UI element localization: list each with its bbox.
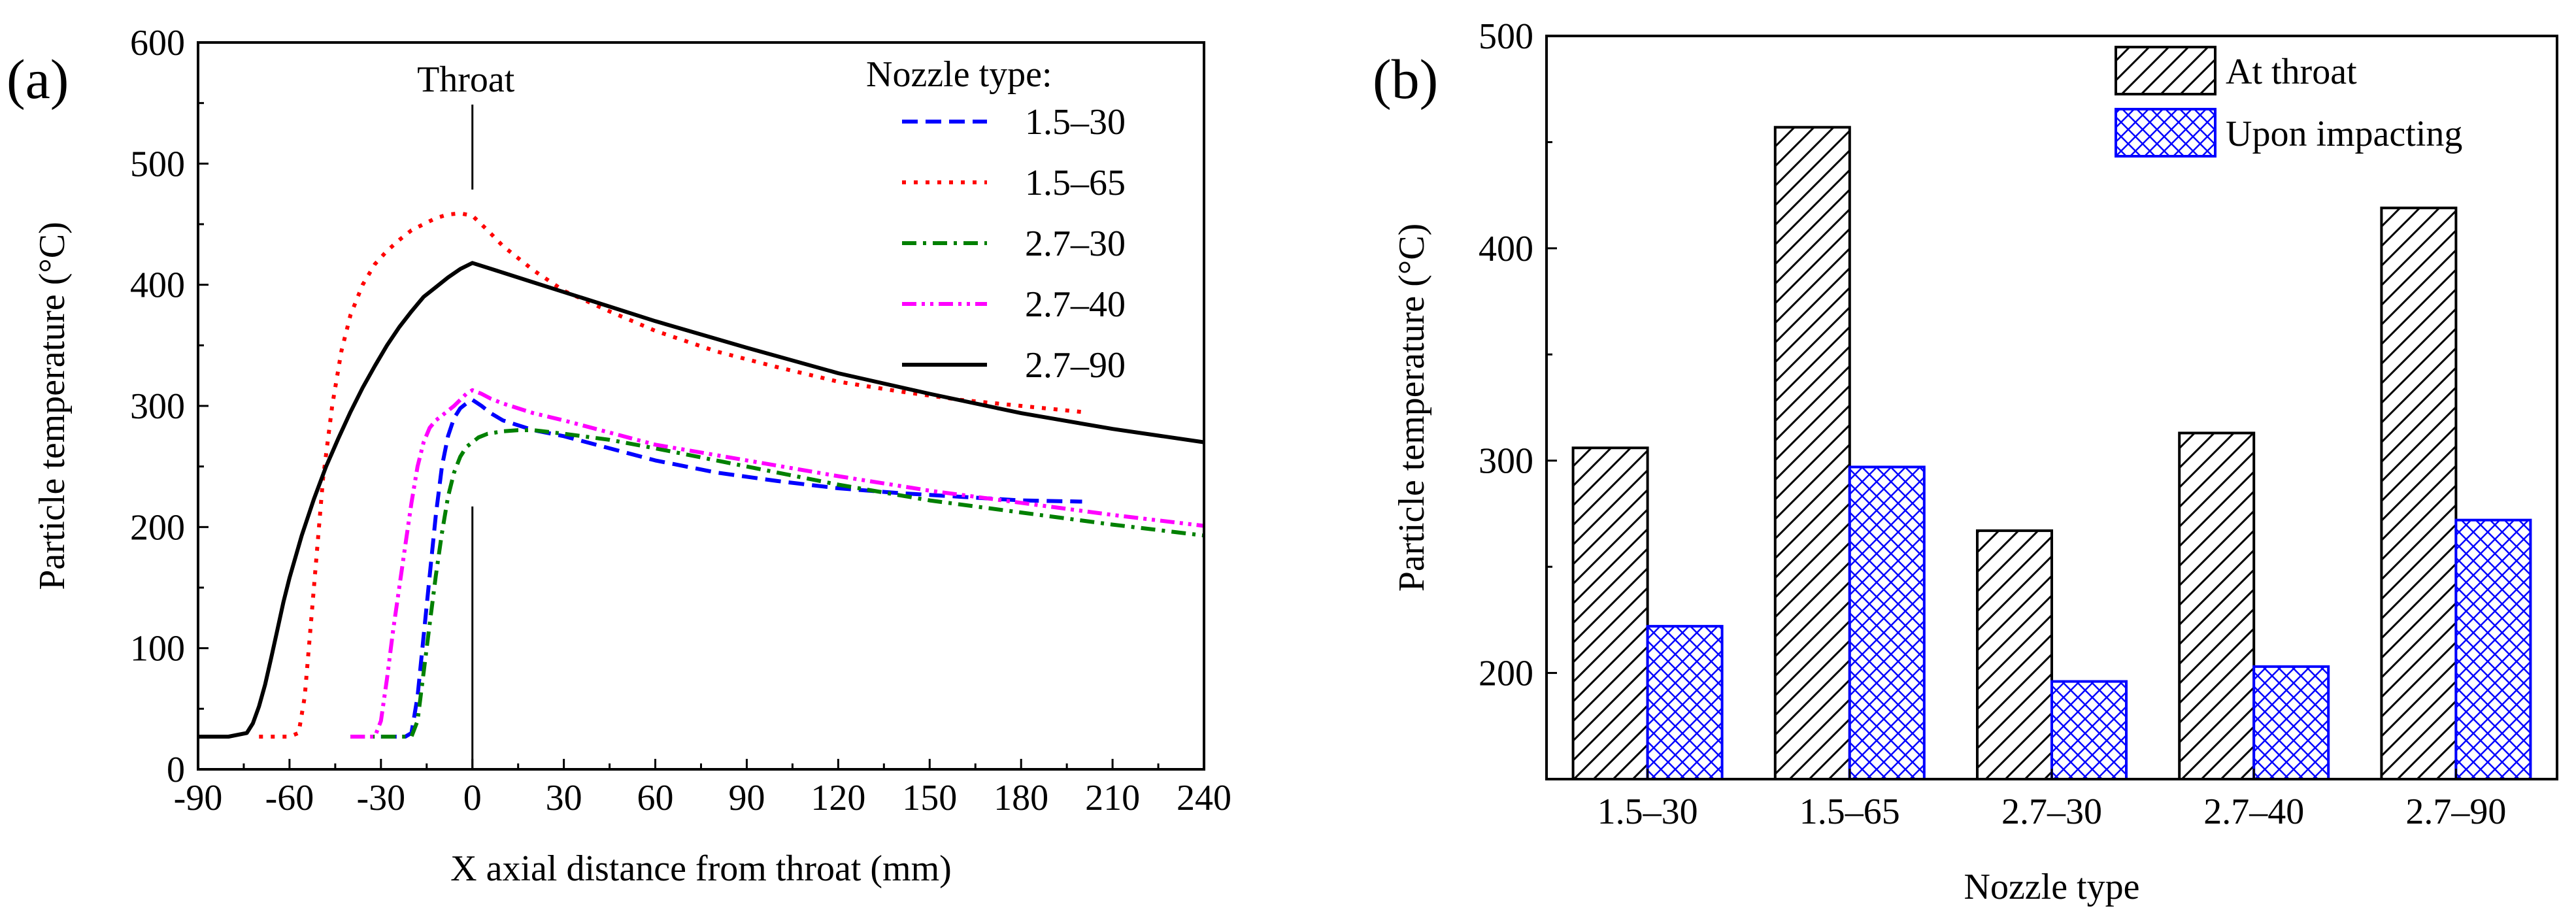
y-tick-label: 400 (130, 265, 185, 306)
panel-b-legend: At throat Upon impacting (2115, 46, 2462, 158)
y-tick-label: 300 (130, 386, 185, 427)
throat-annotation: Throat (417, 59, 515, 100)
legend-label-1: At throat (2226, 52, 2357, 92)
x-tick-label: 210 (1085, 778, 1140, 818)
legend-label-3: 2.7–30 (1025, 224, 1126, 264)
panel-b-y-axis-label: Particle temperature (°C) (1392, 224, 1432, 592)
x-tick-label: 1.5–30 (1597, 792, 1698, 832)
panel-a-legend: Nozzle type: 1.5–30 1.5–65 2.7–30 2.7–40 2.7… (866, 54, 1126, 386)
y-tick-label: 500 (1479, 16, 1533, 57)
bar-at-throat-2 (1773, 125, 1851, 780)
panel-a-line-chart: (a) Throat -90 -60 -30 0 30 60 90 120 150 180 210 2… (7, 23, 1231, 889)
series-line-4 (350, 388, 1205, 739)
legend-title: Nozzle type: (866, 54, 1052, 95)
x-tick-label: 1.5–65 (1799, 792, 1900, 832)
legend-label-2: 1.5–65 (1025, 163, 1126, 203)
y-tick-label: 200 (1479, 654, 1533, 694)
legend-swatch-2 (2115, 108, 2216, 158)
panel-b-label: (b) (1373, 48, 1438, 110)
x-tick-label: 2.7–30 (2001, 792, 2102, 832)
panel-a-y-axis-label: Particle temperature (°C) (32, 222, 73, 590)
panel-a-plot-frame (197, 41, 1205, 771)
bar-at-throat-5 (2380, 207, 2458, 780)
panel-a-y-ticks: 0 100 200 300 400 500 600 (130, 23, 209, 790)
panel-a-x-ticks: -90 -60 -30 0 30 60 90 120 150 180 210 240 (174, 759, 1231, 818)
series-line-3 (350, 428, 1205, 739)
y-tick-label: 300 (1479, 441, 1533, 482)
panel-a-label: (a) (7, 48, 69, 110)
y-tick-label: 600 (130, 23, 185, 63)
panel-a-x-axis-label: X axial distance from throat (mm) (450, 848, 952, 889)
legend-label-2: Upon impacting (2226, 114, 2462, 154)
y-tick-label: 0 (167, 750, 185, 790)
bar-at-throat-1 (1571, 446, 1649, 780)
x-tick-label: 30 (546, 778, 582, 818)
panel-b-bar-chart: (b) 1.5–30 1.5–65 2.7–30 2.7–40 2.7–90 200 30… (1373, 16, 2558, 907)
y-tick-label: 200 (130, 507, 185, 548)
x-tick-label: -30 (356, 778, 405, 818)
panel-b-x-axis-label: Nozzle type (1964, 867, 2140, 907)
legend-label-4: 2.7–40 (1025, 284, 1126, 325)
bar-at-throat-3 (1976, 529, 2053, 780)
bar-at-throat-4 (2178, 431, 2256, 780)
panel-a-series-lines (198, 211, 1205, 739)
series-line-5 (198, 261, 1205, 739)
y-tick-label: 100 (130, 629, 185, 669)
bar-upon-impacting-5 (2454, 518, 2532, 780)
panel-b-y-ticks: 200 300 400 500 (1479, 16, 1557, 694)
legend-swatch-1 (2115, 46, 2216, 95)
legend-label-5: 2.7–90 (1025, 345, 1126, 386)
x-tick-label: -90 (174, 778, 223, 818)
series-line-1 (380, 397, 1082, 739)
bar-upon-impacting-3 (2050, 680, 2128, 780)
x-tick-label: 240 (1177, 778, 1231, 818)
x-tick-label: 2.7–40 (2203, 792, 2304, 832)
x-tick-label: 60 (637, 778, 674, 818)
y-tick-label: 500 (130, 144, 185, 184)
x-tick-label: 180 (994, 778, 1048, 818)
bar-upon-impacting-4 (2252, 665, 2330, 781)
x-tick-label: 150 (902, 778, 957, 818)
x-tick-label: 0 (463, 778, 482, 818)
y-tick-label: 400 (1479, 229, 1533, 269)
legend-label-1: 1.5–30 (1025, 102, 1126, 142)
bar-upon-impacting-1 (1646, 625, 1724, 780)
x-tick-label: 120 (811, 778, 865, 818)
x-tick-label: 2.7–90 (2405, 792, 2506, 832)
x-tick-label: 90 (728, 778, 765, 818)
x-tick-label: -60 (265, 778, 314, 818)
panel-b-bars (1571, 125, 2532, 781)
series-line-2 (259, 211, 1082, 739)
panel-b-x-ticks: 1.5–30 1.5–65 2.7–30 2.7–40 2.7–90 (1597, 769, 2506, 832)
bar-upon-impacting-2 (1848, 465, 1926, 781)
